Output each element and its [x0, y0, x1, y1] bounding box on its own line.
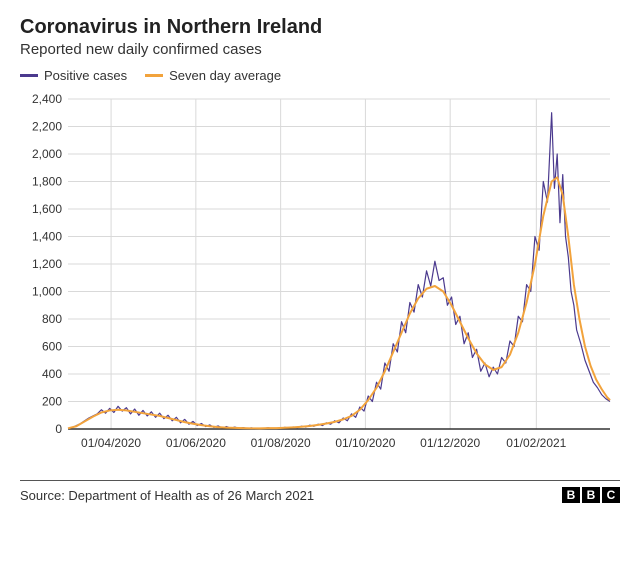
legend-item-avg: Seven day average	[145, 68, 281, 83]
source-text: Source: Department of Health as of 26 Ma…	[20, 488, 314, 503]
footer: Source: Department of Health as of 26 Ma…	[20, 487, 620, 503]
footer-rule	[20, 480, 620, 481]
bbc-box-1: B	[562, 487, 580, 503]
line-chart: 0 200 400 600 800 1,000 1,200 1,400 1,600 1,800 2,…	[20, 89, 620, 469]
legend-label-avg: Seven day average	[169, 68, 281, 83]
svg-text:600: 600	[42, 340, 62, 354]
svg-text:2,000: 2,000	[32, 147, 62, 161]
chart-container: Coronavirus in Northern Ireland Reported…	[0, 0, 640, 564]
legend-swatch-positive	[20, 74, 38, 77]
bbc-box-3: C	[602, 487, 620, 503]
svg-text:1,600: 1,600	[32, 202, 62, 216]
svg-text:400: 400	[42, 367, 62, 381]
svg-text:01/06/2020: 01/06/2020	[166, 436, 226, 450]
svg-text:2,400: 2,400	[32, 92, 62, 106]
svg-text:01/12/2020: 01/12/2020	[420, 436, 480, 450]
svg-text:01/04/2020: 01/04/2020	[81, 436, 141, 450]
svg-text:01/10/2020: 01/10/2020	[335, 436, 395, 450]
chart-title: Coronavirus in Northern Ireland	[20, 16, 620, 39]
svg-text:1,400: 1,400	[32, 230, 62, 244]
svg-text:0: 0	[55, 422, 62, 436]
bbc-box-2: B	[582, 487, 600, 503]
svg-text:200: 200	[42, 395, 62, 409]
legend-label-positive: Positive cases	[44, 68, 127, 83]
svg-text:1,000: 1,000	[32, 285, 62, 299]
svg-text:01/02/2021: 01/02/2021	[506, 436, 566, 450]
svg-text:2,200: 2,200	[32, 120, 62, 134]
chart-subtitle: Reported new daily confirmed cases	[20, 41, 620, 58]
legend-swatch-avg	[145, 74, 163, 77]
legend-item-positive: Positive cases	[20, 68, 127, 83]
svg-text:800: 800	[42, 312, 62, 326]
svg-text:01/08/2020: 01/08/2020	[251, 436, 311, 450]
bbc-logo: B B C	[562, 487, 620, 503]
svg-text:1,800: 1,800	[32, 175, 62, 189]
svg-text:1,200: 1,200	[32, 257, 62, 271]
legend: Positive cases Seven day average	[20, 68, 620, 83]
